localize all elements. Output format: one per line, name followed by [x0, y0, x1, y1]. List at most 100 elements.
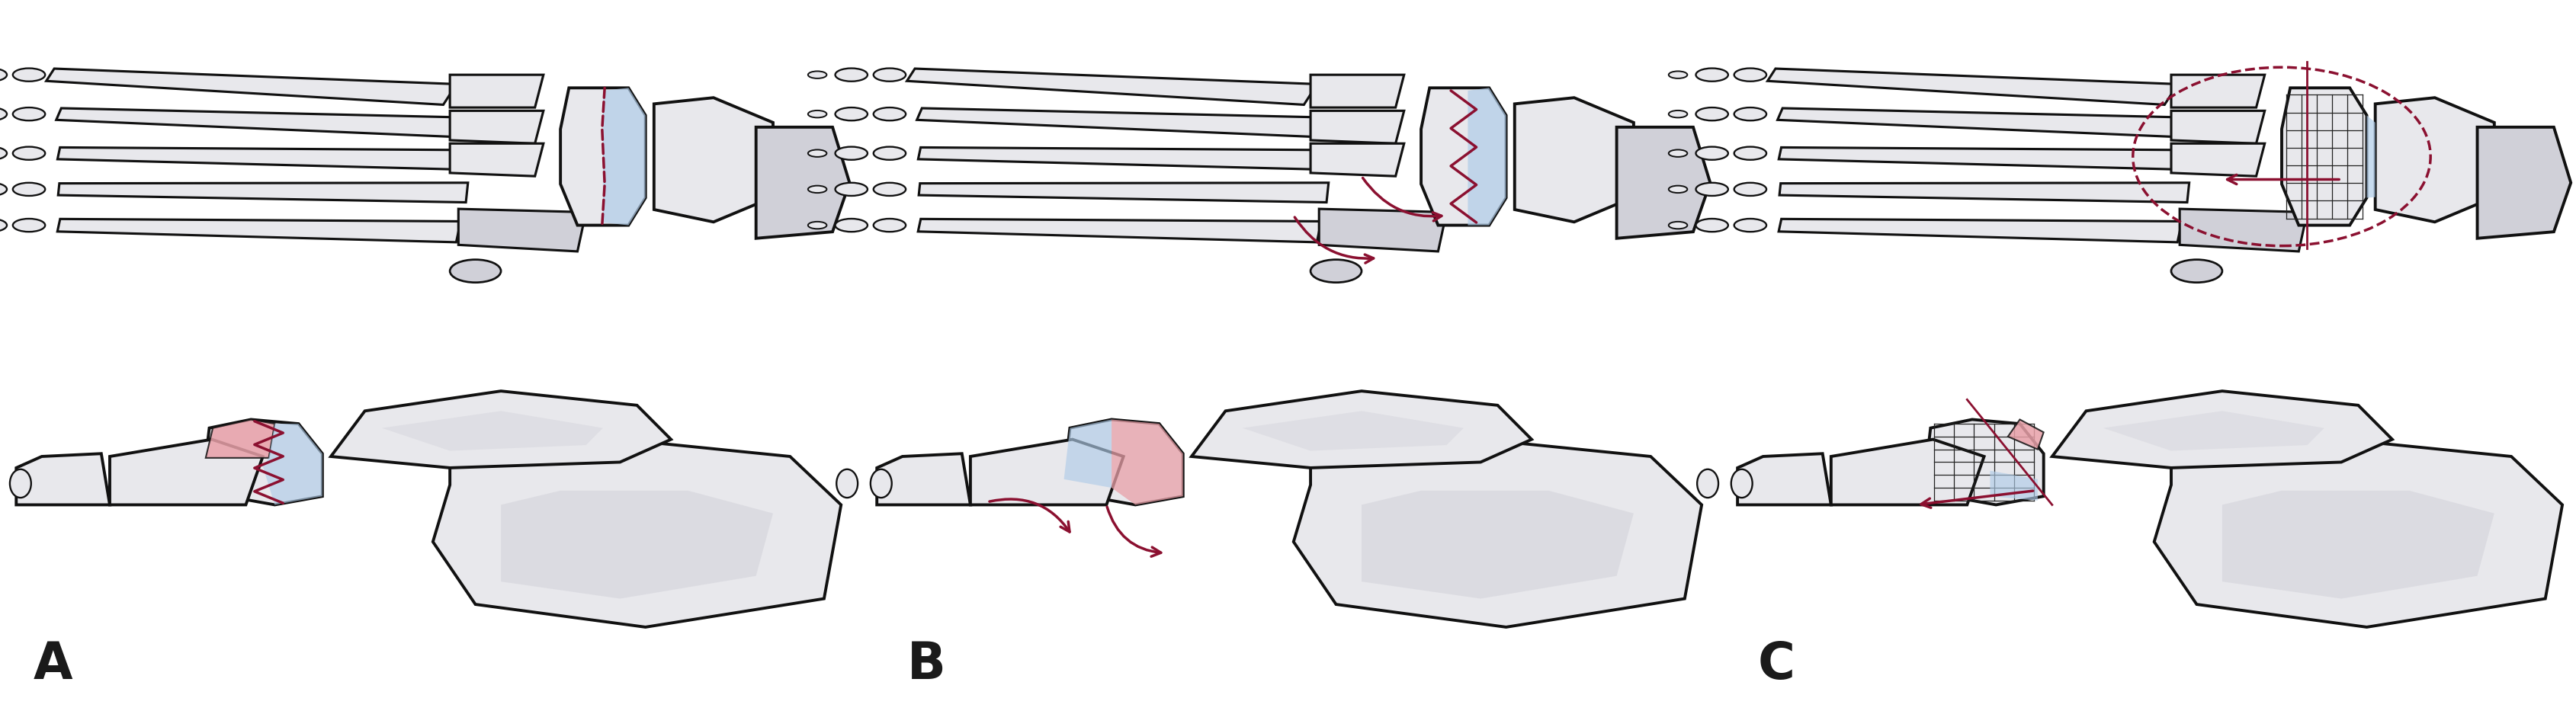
Ellipse shape	[809, 186, 827, 193]
Polygon shape	[46, 69, 456, 105]
Ellipse shape	[837, 469, 858, 498]
Polygon shape	[917, 219, 1321, 242]
Ellipse shape	[809, 150, 827, 157]
Ellipse shape	[835, 107, 868, 121]
Polygon shape	[111, 439, 263, 505]
Polygon shape	[500, 491, 773, 599]
Polygon shape	[654, 97, 773, 222]
Ellipse shape	[1669, 110, 1687, 117]
Polygon shape	[433, 439, 840, 627]
Ellipse shape	[451, 260, 500, 282]
Ellipse shape	[13, 183, 46, 196]
Polygon shape	[59, 183, 469, 203]
Polygon shape	[1468, 88, 1504, 225]
Ellipse shape	[1734, 146, 1767, 160]
Ellipse shape	[809, 110, 827, 117]
Polygon shape	[1615, 127, 1710, 238]
Ellipse shape	[1731, 469, 1752, 498]
Ellipse shape	[1695, 107, 1728, 121]
Polygon shape	[876, 454, 971, 505]
Polygon shape	[1360, 491, 1633, 599]
Polygon shape	[459, 209, 585, 252]
Ellipse shape	[835, 68, 868, 81]
Polygon shape	[603, 88, 647, 225]
Ellipse shape	[1695, 68, 1728, 81]
Polygon shape	[451, 144, 544, 176]
Polygon shape	[907, 69, 1316, 105]
Polygon shape	[57, 108, 464, 137]
Polygon shape	[57, 219, 461, 242]
Ellipse shape	[1698, 469, 1718, 498]
Polygon shape	[451, 75, 544, 107]
Polygon shape	[2154, 439, 2561, 627]
Ellipse shape	[873, 146, 907, 160]
Polygon shape	[1311, 75, 1404, 107]
Polygon shape	[381, 411, 603, 451]
Ellipse shape	[871, 469, 891, 498]
Polygon shape	[57, 147, 469, 170]
Polygon shape	[2007, 419, 2043, 449]
Ellipse shape	[873, 219, 907, 232]
Polygon shape	[2172, 75, 2264, 107]
Polygon shape	[917, 108, 1324, 137]
Ellipse shape	[1669, 71, 1687, 78]
Ellipse shape	[873, 183, 907, 196]
Text: B: B	[907, 639, 945, 690]
Text: A: A	[33, 639, 72, 690]
Ellipse shape	[1669, 222, 1687, 229]
Ellipse shape	[1311, 260, 1360, 282]
Polygon shape	[1422, 88, 1504, 225]
Polygon shape	[2476, 127, 2571, 238]
Polygon shape	[263, 424, 322, 505]
Polygon shape	[1242, 411, 1463, 451]
Polygon shape	[1190, 391, 1530, 468]
Ellipse shape	[13, 219, 46, 232]
Polygon shape	[1777, 108, 2184, 137]
Ellipse shape	[0, 219, 8, 232]
Ellipse shape	[873, 107, 907, 121]
Ellipse shape	[13, 146, 46, 160]
Ellipse shape	[0, 146, 8, 160]
Polygon shape	[2050, 391, 2391, 468]
Ellipse shape	[873, 68, 907, 81]
Polygon shape	[1319, 209, 1445, 252]
Polygon shape	[1736, 454, 1832, 505]
Polygon shape	[1064, 419, 1110, 488]
Ellipse shape	[1669, 150, 1687, 157]
Ellipse shape	[13, 68, 46, 81]
Ellipse shape	[10, 469, 31, 498]
Polygon shape	[330, 391, 670, 468]
Ellipse shape	[835, 146, 868, 160]
Ellipse shape	[809, 222, 827, 229]
Text: C: C	[1757, 639, 1793, 690]
Polygon shape	[1064, 419, 1182, 505]
Polygon shape	[1311, 111, 1404, 144]
Polygon shape	[2172, 144, 2264, 176]
Ellipse shape	[835, 219, 868, 232]
Ellipse shape	[1734, 107, 1767, 121]
Ellipse shape	[1734, 183, 1767, 196]
Polygon shape	[15, 454, 111, 505]
Polygon shape	[2102, 411, 2324, 451]
Polygon shape	[2365, 115, 2375, 198]
Ellipse shape	[0, 183, 8, 196]
Ellipse shape	[1734, 219, 1767, 232]
Polygon shape	[1780, 183, 2190, 203]
Polygon shape	[451, 111, 544, 144]
Ellipse shape	[0, 68, 8, 81]
Polygon shape	[2172, 111, 2264, 144]
Ellipse shape	[0, 107, 8, 121]
Polygon shape	[755, 127, 850, 238]
Polygon shape	[206, 419, 276, 458]
Polygon shape	[1515, 97, 1633, 222]
Polygon shape	[1110, 419, 1182, 505]
Polygon shape	[1767, 69, 2177, 105]
Polygon shape	[1989, 471, 2038, 501]
Polygon shape	[1924, 419, 2043, 505]
Ellipse shape	[1669, 186, 1687, 193]
Polygon shape	[917, 147, 1329, 170]
Polygon shape	[204, 419, 322, 505]
Polygon shape	[2375, 97, 2494, 222]
Polygon shape	[1777, 147, 2190, 170]
Polygon shape	[1777, 219, 2182, 242]
